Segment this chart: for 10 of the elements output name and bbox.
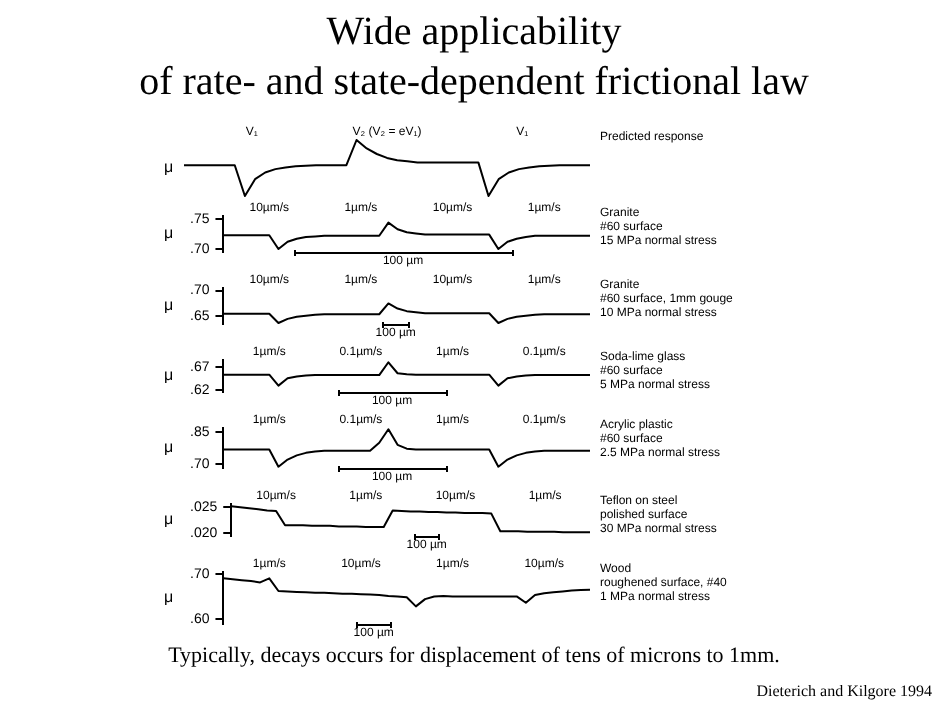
y-axis-title: μ (164, 438, 174, 457)
y-axis-title: μ (164, 366, 174, 385)
y-axis-title: μ (164, 510, 174, 529)
y-axis-title: μ (164, 224, 174, 243)
y-axis-title: μ (164, 296, 174, 315)
text: Typically, decays occurs for displacement of tens of microns to 1mm. (166, 644, 782, 668)
chart-title: Wide applicability of rate- and state-dependent frictional law (137, 8, 811, 108)
y-axis-title: μ (164, 588, 174, 607)
text: Dieterich and Kilgore 1994 (756, 682, 932, 700)
y-axis-title: μ (164, 158, 174, 177)
